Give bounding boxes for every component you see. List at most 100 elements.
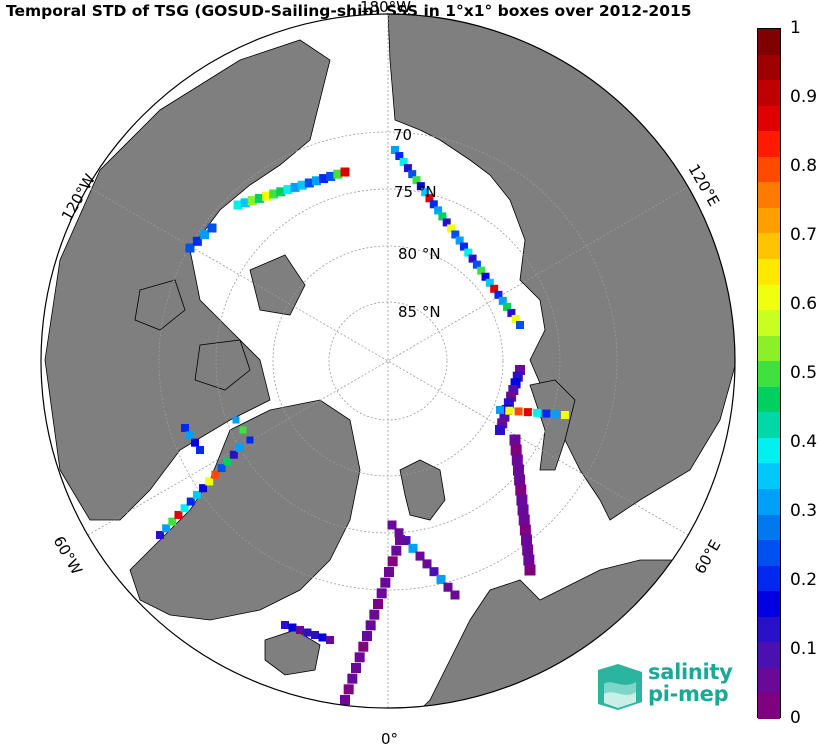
std-box [415, 551, 425, 561]
land-island-2 [194, 339, 251, 391]
std-box [494, 290, 503, 299]
std-box [496, 406, 504, 414]
std-box [262, 191, 272, 201]
std-box [236, 444, 244, 452]
colorbar-segment [758, 284, 780, 311]
std-box [199, 484, 208, 493]
land-island-3 [134, 279, 186, 331]
std-box [232, 416, 240, 424]
colorbar-segment [758, 412, 780, 439]
lon-label-0: 0° [381, 730, 398, 747]
colorbar-segment [758, 182, 780, 209]
colorbar-segment [758, 156, 780, 183]
std-box [174, 510, 183, 519]
colorbar-segment [758, 233, 780, 260]
std-box [395, 152, 404, 161]
colorbar-segment [758, 591, 780, 618]
std-box [211, 470, 220, 479]
std-box [373, 599, 383, 609]
colorbar-segment [758, 463, 780, 490]
lat-label-70: 70 [393, 126, 412, 144]
std-box [542, 409, 551, 418]
std-box [347, 673, 358, 684]
std-box [509, 434, 521, 446]
polar-map: 70 75 °N 80 °N 85 °N 180°W 120°W 120°E 6… [40, 0, 736, 747]
colorbar-segment [758, 642, 780, 669]
graticule [87, 14, 689, 708]
std-box [354, 652, 365, 663]
colorbar-segment [758, 80, 780, 107]
std-box [185, 243, 195, 253]
std-box [436, 574, 446, 584]
std-box [239, 426, 247, 434]
std-box [515, 484, 527, 496]
std-box [196, 446, 204, 454]
land-island-1 [249, 254, 306, 316]
std-box [533, 408, 542, 417]
std-box [403, 164, 412, 173]
std-box [343, 684, 354, 695]
std-box [311, 176, 321, 186]
land-novaya-zemlya [529, 379, 576, 471]
colorbar-segment [758, 386, 780, 413]
std-box [246, 436, 254, 444]
std-box [304, 178, 314, 188]
std-box [514, 474, 526, 486]
std-box [311, 631, 319, 639]
colorbar-segment [758, 667, 780, 694]
std-box [510, 378, 521, 389]
std-box [296, 626, 304, 634]
lat-label-75: 75 °N [394, 183, 437, 201]
std-boxes [156, 146, 569, 705]
std-box [362, 631, 372, 641]
colorbar-segment [758, 29, 780, 56]
std-box [269, 189, 279, 199]
std-box [516, 494, 528, 506]
lat-label-80: 80 °N [398, 245, 441, 263]
std-box [351, 663, 361, 673]
colorbar-segment [758, 489, 780, 516]
colorbar-segment [758, 437, 780, 464]
colorbar-segment [758, 259, 780, 286]
std-box [384, 567, 394, 577]
std-box [497, 418, 508, 429]
colorbar-tick-label: 0.2 [790, 570, 818, 590]
std-box [447, 224, 456, 233]
std-box [518, 514, 530, 526]
std-box [186, 497, 195, 506]
std-box [365, 620, 376, 631]
std-box [395, 535, 405, 545]
colorbar-segment [758, 540, 780, 567]
std-box [200, 230, 210, 240]
std-box [391, 146, 399, 154]
std-box [464, 248, 473, 257]
std-box [519, 524, 531, 536]
std-box [318, 633, 327, 642]
colorbar-tick-label: 0.9 [790, 87, 818, 107]
colorbar-segment [758, 361, 780, 388]
std-box [283, 185, 293, 195]
std-box [217, 464, 226, 473]
std-box [156, 531, 164, 539]
std-box [515, 365, 525, 375]
std-box [181, 424, 189, 432]
std-box [254, 193, 264, 203]
land-svalbard [399, 459, 446, 521]
std-box [376, 588, 387, 599]
logo-line-2: pi-mep [648, 682, 729, 706]
std-box [481, 272, 490, 281]
std-box [517, 504, 529, 516]
colorbar-tick-label: 0.1 [790, 639, 818, 659]
std-box [391, 545, 402, 556]
colorbar-segment [758, 131, 780, 158]
std-box [485, 278, 494, 287]
std-box [472, 260, 481, 269]
std-box [523, 408, 532, 417]
map-title: Temporal STD of TSG (GOSUD-Sailing-ship)… [6, 2, 692, 20]
std-box [522, 544, 534, 556]
colorbar-tick-label: 1 [790, 18, 801, 38]
std-box [223, 457, 232, 466]
std-box [358, 641, 369, 652]
std-box [443, 582, 453, 592]
std-box [408, 543, 418, 553]
